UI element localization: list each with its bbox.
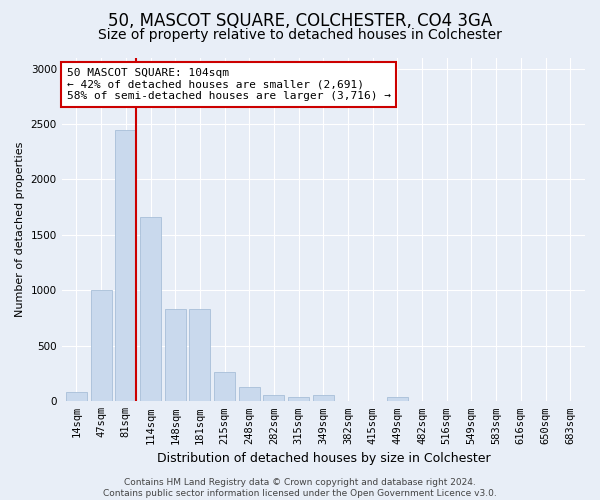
Bar <box>535 401 556 402</box>
Text: Size of property relative to detached houses in Colchester: Size of property relative to detached ho… <box>98 28 502 42</box>
Text: 50 MASCOT SQUARE: 104sqm
← 42% of detached houses are smaller (2,691)
58% of sem: 50 MASCOT SQUARE: 104sqm ← 42% of detach… <box>67 68 391 101</box>
Y-axis label: Number of detached properties: Number of detached properties <box>15 142 25 317</box>
Bar <box>362 401 383 402</box>
Bar <box>66 392 87 402</box>
Bar <box>338 401 359 402</box>
Bar <box>313 395 334 402</box>
Bar <box>165 310 186 402</box>
Bar <box>511 401 532 402</box>
Bar <box>560 401 581 402</box>
Bar <box>91 290 112 402</box>
Bar <box>436 401 457 402</box>
Bar <box>485 401 506 402</box>
Bar <box>239 387 260 402</box>
Text: 50, MASCOT SQUARE, COLCHESTER, CO4 3GA: 50, MASCOT SQUARE, COLCHESTER, CO4 3GA <box>108 12 492 30</box>
Bar <box>190 310 211 402</box>
Bar <box>140 217 161 402</box>
Bar <box>412 401 433 402</box>
Bar <box>461 401 482 402</box>
Bar <box>387 397 408 402</box>
Bar <box>263 395 284 402</box>
X-axis label: Distribution of detached houses by size in Colchester: Distribution of detached houses by size … <box>157 452 490 465</box>
Bar <box>288 397 309 402</box>
Bar <box>115 130 136 402</box>
Bar <box>214 372 235 402</box>
Text: Contains HM Land Registry data © Crown copyright and database right 2024.
Contai: Contains HM Land Registry data © Crown c… <box>103 478 497 498</box>
